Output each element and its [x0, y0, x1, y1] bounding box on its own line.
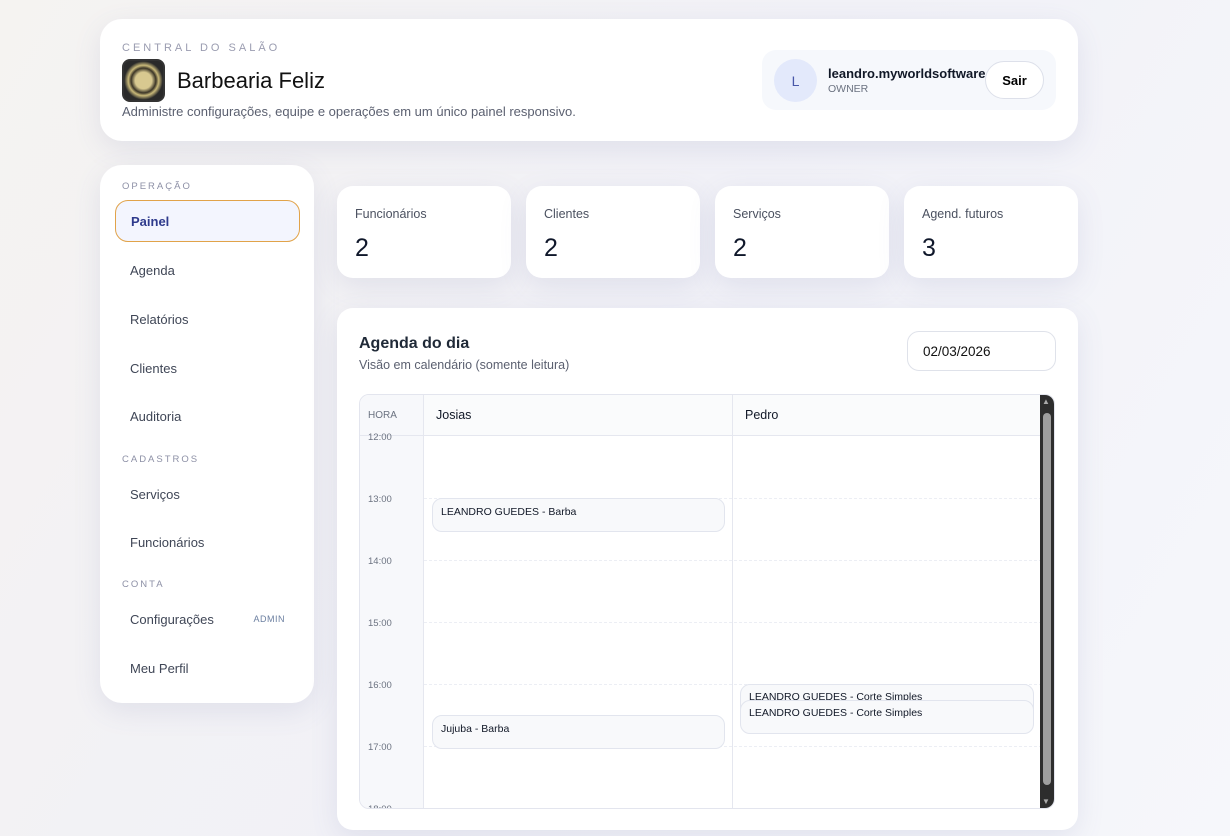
section-cadastros: CADASTROS: [122, 454, 200, 465]
hour-line: [424, 684, 1042, 685]
date-input[interactable]: [907, 331, 1056, 371]
hour-label: 13:00: [368, 494, 392, 505]
event[interactable]: Jujuba - Barba: [432, 715, 725, 749]
hour-line: [424, 498, 1042, 499]
stat-value: 3: [922, 234, 936, 262]
column-josias: Josias: [424, 395, 733, 436]
stat-label: Funcionários: [355, 207, 427, 221]
stat-card-agend-futuros: Agend. futuros 3: [904, 186, 1078, 278]
hour-label: 15:00: [368, 618, 392, 629]
stat-value: 2: [544, 234, 558, 262]
salon-logo: [122, 59, 165, 102]
sidebar-item-agenda[interactable]: Agenda: [130, 262, 175, 278]
scroll-up-icon[interactable]: ▲: [1042, 397, 1050, 406]
logout-button[interactable]: Sair: [985, 61, 1044, 99]
sidebar-item-painel[interactable]: Painel: [115, 200, 300, 242]
hour-line: [424, 746, 1042, 747]
hour-line: [424, 622, 1042, 623]
sidebar: OPERAÇÃO Painel Agenda Relatórios Client…: [100, 165, 314, 703]
sidebar-item-clientes[interactable]: Clientes: [130, 360, 177, 376]
agenda-title: Agenda do dia: [359, 335, 470, 352]
scroll-down-icon[interactable]: ▼: [1042, 797, 1050, 806]
page-subtitle: Administre configurações, equipe e opera…: [122, 104, 576, 119]
stat-label: Agend. futuros: [922, 207, 1004, 221]
hour-label: 14:00: [368, 556, 392, 567]
sidebar-item-relatorios[interactable]: Relatórios: [130, 311, 189, 327]
user-panel: L leandro.myworldsoftware OWNER Sair: [762, 50, 1056, 110]
sidebar-item-meu-perfil[interactable]: Meu Perfil: [130, 660, 189, 676]
avatar: L: [774, 59, 817, 102]
sidebar-item-funcionarios[interactable]: Funcionários: [130, 534, 205, 550]
stat-card-funcionarios: Funcionários 2: [337, 186, 511, 278]
hour-label: 17:00: [368, 742, 392, 753]
agenda-subtitle: Visão em calendário (somente leitura): [359, 358, 570, 372]
sidebar-item-configuracoes[interactable]: Configurações ADMIN: [115, 598, 300, 640]
user-name: leandro.myworldsoftware: [828, 66, 986, 81]
section-operacao: OPERAÇÃO: [122, 181, 192, 192]
page-title: Barbearia Feliz: [177, 68, 325, 93]
hour-line: [424, 560, 1042, 561]
stat-card-clientes: Clientes 2: [526, 186, 700, 278]
hour-column: [360, 395, 424, 808]
hour-header: HORA: [360, 395, 424, 436]
event[interactable]: LEANDRO GUEDES - Corte Simples: [740, 700, 1034, 734]
stat-label: Serviços: [733, 207, 781, 221]
sidebar-item-servicos[interactable]: Serviços: [130, 486, 180, 502]
stat-label: Clientes: [544, 207, 590, 221]
hour-label: 12:00: [368, 432, 392, 443]
column-pedro: Pedro: [733, 395, 1042, 436]
hour-line: [424, 808, 1042, 809]
stat-card-servicos: Serviços 2: [715, 186, 889, 278]
scrollbar-thumb[interactable]: [1043, 413, 1051, 785]
agenda-card: Agenda do dia Visão em calendário (somen…: [337, 308, 1078, 830]
eyebrow: CENTRAL DO SALÃO: [122, 42, 281, 54]
stat-value: 2: [733, 234, 747, 262]
event[interactable]: LEANDRO GUEDES - Barba: [432, 498, 725, 532]
scrollbar[interactable]: ▲ ▼: [1040, 395, 1054, 808]
header-card: CENTRAL DO SALÃO Barbearia Feliz Adminis…: [100, 19, 1078, 141]
stat-value: 2: [355, 234, 369, 262]
hour-label: 18:00: [368, 804, 392, 808]
hour-label: 16:00: [368, 680, 392, 691]
user-role: OWNER: [828, 83, 869, 95]
admin-badge: ADMIN: [253, 614, 285, 624]
sidebar-item-auditoria[interactable]: Auditoria: [130, 408, 182, 424]
calendar: HORA Josias Pedro 12:00 13:00 14:00 15:00 16…: [359, 394, 1055, 809]
nav-label: Configurações: [130, 611, 214, 627]
section-conta: CONTA: [122, 579, 165, 590]
